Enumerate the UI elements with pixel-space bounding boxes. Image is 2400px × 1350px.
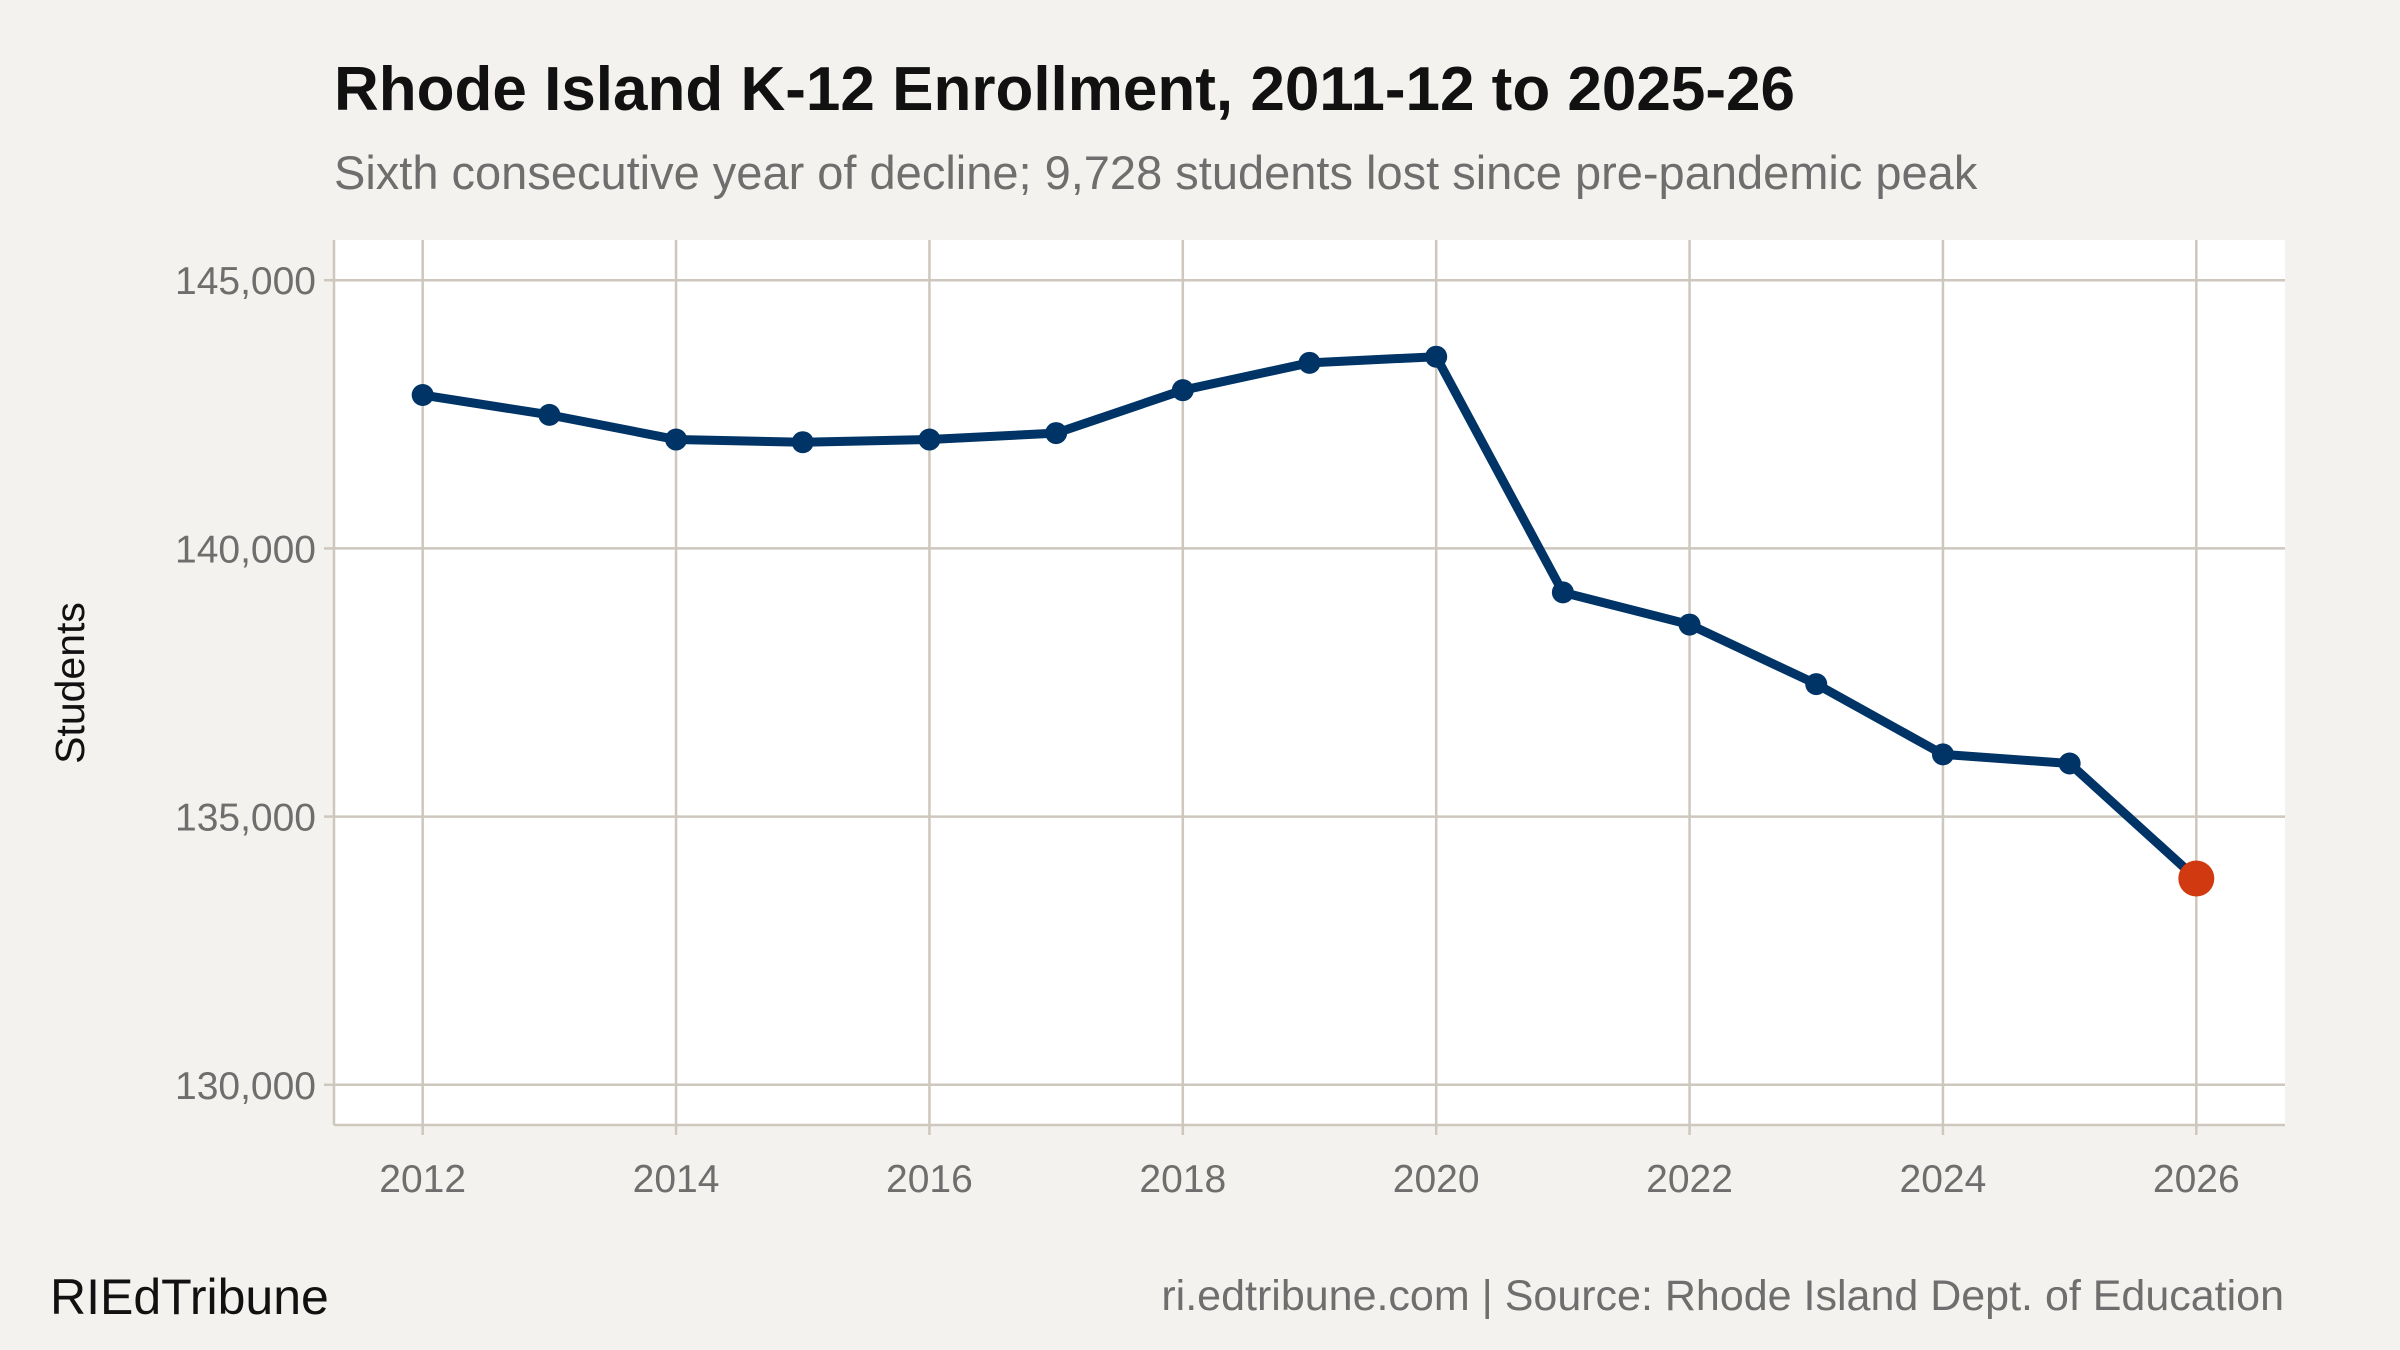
data-point	[791, 431, 814, 454]
brand-logo-text: RIEdTribune	[50, 1269, 329, 1325]
data-point	[1425, 345, 1448, 368]
series-enrollment	[411, 345, 2215, 897]
data-point	[1298, 351, 1321, 374]
data-point	[1678, 613, 1701, 636]
data-point	[411, 384, 434, 407]
x-tick-label: 2014	[633, 1158, 720, 1201]
data-point	[918, 428, 941, 451]
y-tick-label: 145,000	[175, 260, 316, 303]
data-point	[1171, 379, 1194, 402]
y-tick-label: 140,000	[175, 528, 316, 571]
y-tick-label: 135,000	[175, 797, 316, 840]
axes: 130,000 135,000 140,000 145,000 2012 2014 2016…	[175, 240, 2285, 1201]
chart-subtitle: Sixth consecutive year of decline; 9,728…	[334, 146, 1978, 199]
x-tick-label: 2016	[886, 1158, 973, 1201]
x-tick-label: 2020	[1393, 1158, 1480, 1201]
data-point	[665, 428, 688, 451]
highlight-point	[2178, 860, 2215, 897]
x-tick-label: 2026	[2153, 1158, 2240, 1201]
chart-title: Rhode Island K-12 Enrollment, 2011-12 to…	[334, 55, 1795, 124]
data-point	[1551, 581, 1574, 604]
source-note: ri.edtribune.com | Source: Rhode Island …	[1161, 1272, 2284, 1320]
plot-panel	[334, 240, 2285, 1125]
data-point	[2058, 752, 2081, 775]
x-tick-label: 2022	[1646, 1158, 1733, 1201]
data-point	[538, 403, 561, 426]
data-point	[1805, 673, 1828, 696]
x-tick-label: 2012	[379, 1158, 466, 1201]
y-tick-label: 130,000	[175, 1065, 316, 1108]
y-axis-label: Students	[47, 602, 93, 764]
x-tick-label: 2018	[1139, 1158, 1226, 1201]
data-point	[1045, 422, 1068, 445]
data-point	[1931, 743, 1954, 766]
x-tick-label: 2024	[1900, 1158, 1987, 1201]
